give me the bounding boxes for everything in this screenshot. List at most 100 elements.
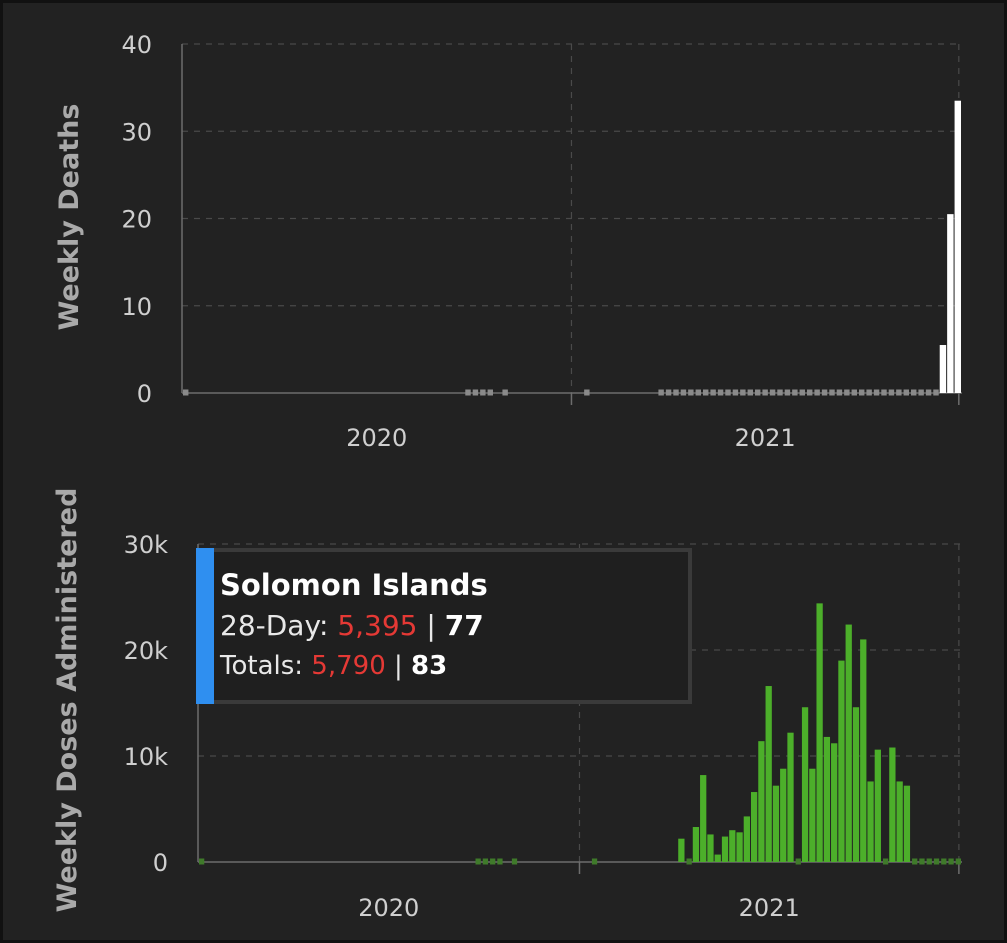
bar[interactable]: [787, 732, 794, 862]
bar-zero-marker[interactable]: [926, 858, 932, 865]
bar-zero-marker[interactable]: [933, 858, 940, 865]
bar-zero-marker[interactable]: [941, 858, 947, 865]
bar[interactable]: [692, 827, 700, 862]
bar-zero-marker[interactable]: [829, 389, 835, 396]
bar[interactable]: [801, 707, 809, 862]
bar-zero-marker[interactable]: [472, 389, 479, 396]
bar[interactable]: [707, 834, 714, 862]
bar-zero-marker[interactable]: [888, 389, 895, 396]
bar-zero-marker[interactable]: [919, 858, 925, 865]
bar-zero-marker[interactable]: [792, 389, 798, 396]
bar[interactable]: [743, 816, 750, 862]
bar-zero-marker[interactable]: [688, 389, 694, 396]
bar-zero-marker[interactable]: [511, 858, 518, 865]
bar[interactable]: [765, 686, 772, 862]
bar-zero-marker[interactable]: [769, 389, 776, 396]
bar[interactable]: [729, 830, 736, 862]
y-tick-labels: 0 10k 20k 30k: [124, 531, 169, 877]
bar-zero-marker[interactable]: [732, 389, 739, 396]
bar[interactable]: [896, 781, 903, 862]
y-axis-title: Weekly Deaths: [54, 104, 85, 331]
bar-zero-marker[interactable]: [784, 389, 791, 396]
bar-zero-marker[interactable]: [183, 389, 189, 396]
bar[interactable]: [947, 214, 954, 393]
bar-zero-marker[interactable]: [918, 389, 924, 396]
bar-zero-marker[interactable]: [881, 389, 887, 396]
bar-zero-marker[interactable]: [497, 858, 503, 865]
bar-zero-marker[interactable]: [755, 389, 761, 396]
bar-zero-marker[interactable]: [955, 858, 961, 865]
bar[interactable]: [867, 781, 874, 862]
bar[interactable]: [816, 603, 823, 862]
bar[interactable]: [939, 345, 947, 393]
bar[interactable]: [750, 792, 758, 862]
bar-zero-marker[interactable]: [795, 858, 801, 865]
bar-zero-marker[interactable]: [859, 389, 865, 396]
tooltip-28-day-doses: 5,395: [337, 609, 418, 642]
bar-zero-marker[interactable]: [475, 858, 481, 865]
bar-zero-marker[interactable]: [799, 389, 805, 396]
bar-zero-marker[interactable]: [665, 389, 672, 396]
bar-zero-marker[interactable]: [591, 858, 598, 865]
bar[interactable]: [954, 100, 961, 394]
bar[interactable]: [714, 854, 721, 862]
bar-zero-marker[interactable]: [821, 389, 828, 396]
tooltip-title: Solomon Islands: [220, 568, 488, 602]
bar-zero-marker[interactable]: [851, 389, 857, 396]
bar-zero-marker[interactable]: [703, 389, 709, 396]
bar-zero-marker[interactable]: [903, 389, 909, 396]
bar-zero-marker[interactable]: [911, 389, 917, 396]
bar[interactable]: [838, 660, 845, 862]
bar-zero-marker[interactable]: [807, 389, 813, 396]
bar-zero-marker[interactable]: [933, 389, 939, 396]
bar[interactable]: [780, 768, 787, 862]
bar[interactable]: [758, 741, 765, 862]
bar-zero-marker[interactable]: [747, 389, 753, 396]
bar-zero-marker[interactable]: [695, 389, 701, 396]
bar[interactable]: [823, 736, 831, 862]
bar-zero-marker[interactable]: [710, 389, 716, 396]
bar-zero-marker[interactable]: [925, 389, 932, 396]
bar-zero-marker[interactable]: [482, 858, 489, 865]
bar-zero-marker[interactable]: [912, 858, 918, 865]
bar[interactable]: [889, 747, 896, 862]
bar-zero-marker[interactable]: [836, 389, 843, 396]
bar[interactable]: [736, 832, 743, 862]
bar-zero-marker[interactable]: [673, 389, 679, 396]
bar[interactable]: [860, 639, 867, 862]
bar-zero-marker[interactable]: [584, 389, 590, 396]
bar-zero-marker[interactable]: [896, 389, 902, 396]
bar[interactable]: [678, 838, 685, 862]
bar-zero-marker[interactable]: [725, 389, 731, 396]
bar-zero-marker[interactable]: [882, 858, 889, 865]
bar-zero-marker[interactable]: [686, 858, 692, 865]
bar[interactable]: [809, 768, 816, 862]
bar[interactable]: [903, 785, 911, 862]
bar-zero-marker[interactable]: [480, 389, 486, 396]
bar-zero-marker[interactable]: [740, 389, 746, 396]
bar[interactable]: [831, 743, 838, 862]
bar-zero-marker[interactable]: [502, 389, 508, 396]
bar-zero-marker[interactable]: [777, 389, 783, 396]
bar-zero-marker[interactable]: [680, 389, 687, 396]
bar-zero-marker[interactable]: [487, 389, 493, 396]
bar[interactable]: [874, 749, 881, 862]
bar[interactable]: [721, 836, 729, 862]
bar-zero-marker[interactable]: [658, 389, 664, 396]
bar[interactable]: [772, 785, 780, 862]
bar-zero-marker[interactable]: [866, 389, 872, 396]
bar-zero-marker[interactable]: [199, 858, 205, 865]
bar-zero-marker[interactable]: [948, 858, 954, 865]
bar-zero-marker[interactable]: [490, 858, 496, 865]
bar-zero-marker[interactable]: [762, 389, 768, 396]
bar-zero-marker[interactable]: [717, 389, 724, 396]
bar-zero-marker[interactable]: [465, 389, 471, 396]
bar[interactable]: [852, 707, 860, 862]
bar-zero-marker[interactable]: [873, 389, 880, 396]
x-tick-label: 2021: [735, 424, 796, 452]
bar[interactable]: [700, 775, 707, 862]
bar[interactable]: [845, 624, 852, 862]
bar-zero-marker[interactable]: [814, 389, 820, 396]
bar-zero-marker[interactable]: [844, 389, 850, 396]
